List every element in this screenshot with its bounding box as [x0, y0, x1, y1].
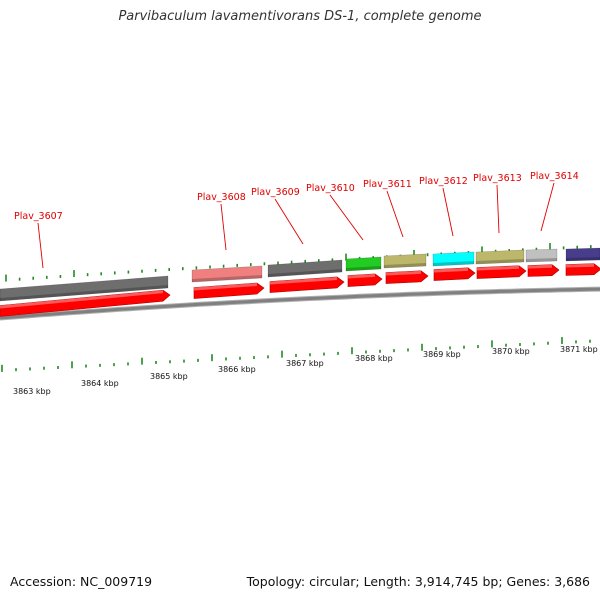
gene-bar [565, 247, 600, 262]
gene-bar [0, 275, 169, 302]
gene-bar-shade [433, 261, 474, 266]
cds-arrow [385, 270, 429, 284]
kbp-label: 3865 kbp [150, 372, 188, 381]
cds-arrow [0, 289, 171, 317]
gene-label-leader [220, 203, 227, 251]
kbp-label: 3867 kbp [286, 359, 324, 368]
gene-label-leader [386, 190, 404, 238]
gene-bar [345, 256, 382, 272]
gene-bar [191, 265, 263, 283]
gene-bar-shade [526, 258, 557, 262]
page-title: Parvibaculum lavamentivorans DS-1, compl… [118, 9, 482, 24]
cds-arrow-highlight [386, 270, 421, 276]
cds-arrow [527, 264, 560, 277]
gene-label-leader [496, 184, 500, 234]
gene-bar-shade [566, 257, 600, 261]
gene-label: Plav_3610 [306, 183, 355, 194]
kbp-label: 3870 kbp [492, 347, 530, 356]
gene-bar-shade [268, 269, 342, 277]
cds-arrow-highlight [528, 264, 552, 269]
gene-label-leader [540, 182, 555, 232]
kbp-label: 3871 kbp [560, 345, 598, 354]
cds-arrow [565, 263, 600, 276]
gene-label-leader [37, 222, 44, 269]
gene-bar-shade [384, 263, 426, 268]
gene-label-leader [274, 198, 304, 245]
kbp-label: 3864 kbp [81, 379, 119, 388]
gene-label: Plav_3611 [363, 179, 412, 190]
accession-label: Accession: NC_009719 [10, 574, 153, 589]
genome-summary: Topology: circular; Length: 3,914,745 bp… [246, 574, 590, 589]
gene-bar [267, 259, 343, 278]
gene-bar-shade [192, 275, 262, 282]
gene-bar [525, 248, 558, 263]
gene-label-leader [442, 187, 454, 237]
gene-label: Plav_3614 [530, 171, 579, 182]
gene-labels: Plav_3607 Plav_3608 Plav_3609 Plav_3610 Plav… [14, 171, 579, 269]
cds-arrow [193, 282, 265, 299]
cds-arrow-highlight [0, 290, 163, 309]
genome-backbone [0, 286, 600, 321]
gene-bar [383, 253, 427, 269]
gene-label: Plav_3607 [14, 211, 63, 222]
cds-arrow [269, 276, 345, 293]
cds-arrow [347, 273, 383, 287]
cds-arrow-highlight [434, 267, 468, 273]
cds-arrow-highlight [477, 265, 519, 271]
kbp-label: 3869 kbp [423, 350, 461, 359]
kbp-axis-labels: 3863 kbp 3864 kbp 3865 kbp 3866 kbp 3867 kbp… [13, 345, 598, 396]
cds-arrow-highlight [270, 276, 337, 285]
gene-label-leader [329, 194, 364, 241]
gene-bar-shade [346, 266, 381, 271]
gene-bar-shade [476, 259, 524, 264]
gene-bar [432, 251, 475, 267]
kbp-label: 3863 kbp [13, 387, 51, 396]
cds-arrow-highlight [194, 283, 257, 291]
cds-arrow-highlight [348, 273, 375, 279]
kbp-label: 3868 kbp [355, 354, 393, 363]
gene-label: Plav_3613 [473, 173, 522, 184]
cds-arrow-highlight [566, 263, 594, 268]
gene-label: Plav_3609 [251, 187, 300, 198]
kbp-label: 3866 kbp [218, 365, 256, 374]
gene-bar [475, 249, 525, 265]
gene-feature-track [0, 247, 600, 302]
cds-arrow-track [0, 263, 600, 317]
lower-tick-marks [1, 337, 591, 372]
gene-bar-shade [0, 285, 168, 301]
cds-arrow [433, 267, 476, 281]
cds-arrow [476, 265, 527, 279]
gene-label: Plav_3608 [197, 192, 246, 203]
gene-label: Plav_3612 [419, 176, 468, 187]
backbone-line [0, 287, 600, 320]
